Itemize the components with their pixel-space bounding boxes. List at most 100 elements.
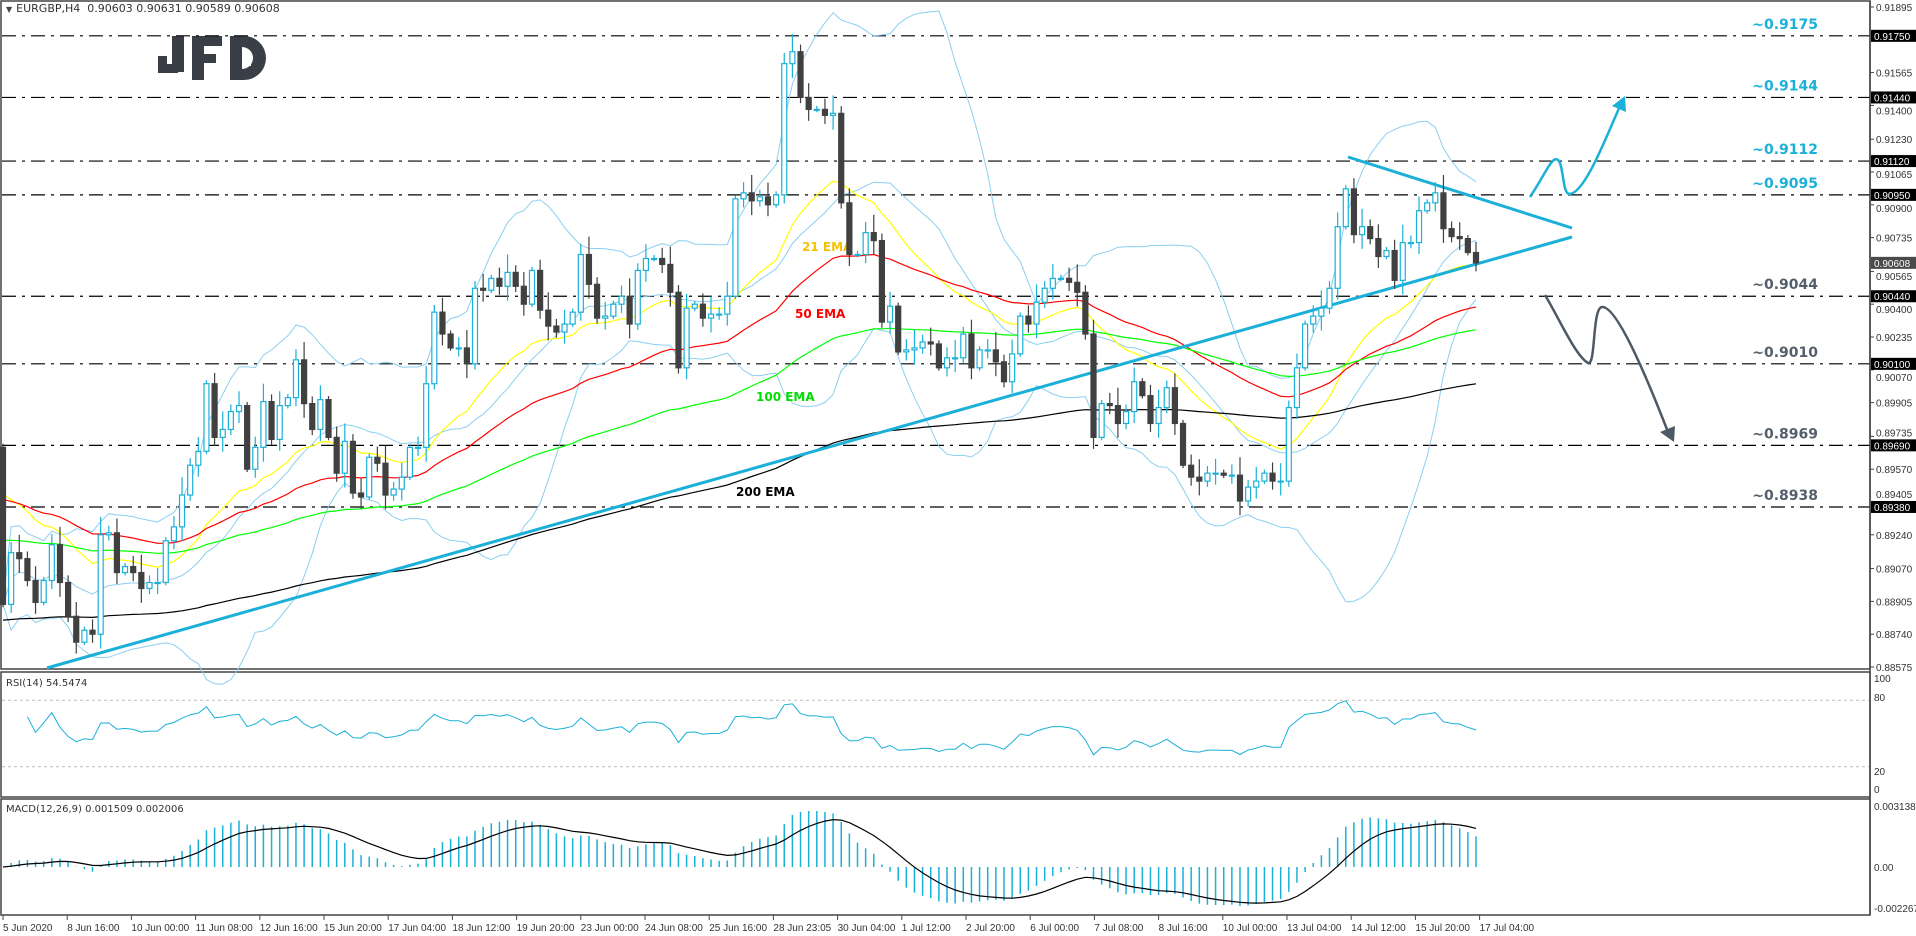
macd-pane-frame: [0, 798, 1871, 916]
time-axis-label: 17 Jul 04:00: [1480, 923, 1535, 934]
candle-bullish: [187, 464, 194, 496]
candle-bullish: [1253, 480, 1260, 488]
candle-bearish: [764, 196, 772, 206]
candle-bullish: [960, 333, 967, 359]
chart-header: ▼ EURGBP,H4 0.90603 0.90631 0.90589 0.906…: [6, 2, 280, 15]
candle-bullish: [471, 287, 479, 365]
candle-bearish: [73, 615, 80, 643]
macd-axis-tick: 0.00: [1874, 863, 1894, 874]
candle-bearish: [748, 192, 755, 202]
candle-bullish: [1049, 277, 1056, 289]
candle-bullish: [577, 253, 584, 313]
candle-bullish: [1277, 480, 1284, 483]
candle-bullish: [203, 383, 210, 452]
candle-bullish: [292, 359, 300, 399]
candle-bearish: [675, 291, 682, 369]
candle-bullish: [341, 440, 348, 474]
candle-bearish: [1472, 251, 1480, 264]
level-price-value: 0.90440: [1874, 292, 1911, 303]
candle-bearish: [309, 402, 316, 431]
candle-bearish: [113, 532, 121, 574]
time-axis-label: 10 Jun 00:00: [131, 923, 189, 934]
arrowhead-up-icon: [1612, 96, 1626, 112]
candle-bullish: [1334, 226, 1341, 289]
time-axis-label: 8 Jul 16:00: [1159, 923, 1208, 934]
candle-bearish: [699, 303, 706, 319]
price-axis-tick: 0.90400: [1876, 305, 1913, 316]
candle-bullish: [773, 194, 780, 206]
candle-bearish: [1171, 387, 1178, 425]
candle-bearish: [1139, 381, 1146, 397]
price-axis-tick: 0.90900: [1876, 204, 1913, 215]
candle-bullish: [1301, 323, 1309, 369]
macd-signal-line: [2, 818, 1477, 904]
ema-100-line: [2, 327, 1477, 554]
descending-trendline: [1347, 155, 1573, 230]
rsi-pane-frame: [0, 671, 1871, 798]
jfd-logo: [158, 36, 266, 80]
candle-bullish: [602, 315, 609, 319]
bollinger-lower: [2, 298, 1477, 685]
candle-bearish: [301, 359, 308, 405]
candle-bullish: [683, 307, 690, 369]
time-axis-label: 15 Jul 20:00: [1415, 923, 1470, 934]
candle-bullish: [561, 323, 568, 333]
candle-bullish: [1033, 301, 1040, 325]
level-price-value: 0.90950: [1874, 191, 1911, 202]
candle-bearish: [349, 440, 357, 494]
rsi-line: [26, 700, 1477, 756]
candle-bullish: [813, 108, 820, 111]
candle-bearish: [268, 401, 275, 440]
candle-bullish: [227, 410, 234, 431]
candle-bearish: [1188, 464, 1195, 478]
candle-bearish: [1464, 237, 1471, 254]
ohlc-readout: 0.90603 0.90631 0.90589 0.90608: [87, 2, 280, 15]
time-axis-label: 25 Jun 16:00: [709, 923, 767, 934]
level-price-value: 0.91750: [1874, 32, 1911, 43]
main-pane-frame: [0, 0, 1871, 670]
candle-bullish: [162, 540, 169, 584]
price-axis-tick: 0.88740: [1876, 630, 1913, 641]
candle-bullish: [943, 357, 951, 369]
candle-bearish: [1350, 188, 1358, 236]
candle-bullish: [1212, 472, 1219, 475]
pane-frames: [0, 0, 1871, 916]
candle-bullish: [610, 303, 617, 317]
candle-bearish: [1448, 228, 1455, 238]
candle-bullish: [1407, 241, 1414, 245]
ema-50-label: 50 EMA: [795, 307, 846, 321]
level-price-value: 0.91440: [1874, 93, 1911, 104]
candle-bullish: [528, 269, 536, 305]
candles: [0, 33, 1480, 654]
candle-bullish: [170, 526, 178, 542]
candle-bearish: [545, 309, 552, 327]
level-price-value: 0.90100: [1874, 360, 1911, 371]
dropdown-triangle-icon[interactable]: ▼: [6, 5, 13, 14]
candle-bearish: [1440, 192, 1447, 230]
candle-bullish: [219, 428, 226, 438]
candle-bearish: [496, 277, 503, 287]
candle-bearish: [1367, 226, 1374, 240]
candle-bullish: [317, 399, 324, 431]
time-axis-label: 17 Jun 04:00: [388, 923, 446, 934]
candle-bearish: [1179, 422, 1187, 466]
candle-bullish: [276, 404, 283, 440]
bullish-scenario-arrow: [1528, 105, 1622, 198]
trendlines[interactable]: [46, 155, 1573, 670]
candle-bearish: [439, 311, 446, 335]
time-axis-label: 30 Jun 04:00: [838, 923, 896, 934]
candle-bullish: [431, 311, 438, 385]
candle-bullish: [252, 446, 259, 470]
time-axis-label: 5 Jun 2020: [3, 923, 53, 934]
level-price-box: [1871, 188, 1916, 201]
price-axis-tick: 0.88575: [1876, 663, 1913, 674]
candle-bullish: [1415, 210, 1423, 244]
candle-bullish: [414, 446, 422, 449]
candle-bullish: [976, 349, 983, 369]
candle-bullish: [390, 488, 397, 496]
level-label: ~0.8969: [1752, 426, 1818, 442]
time-axis-label: 7 Jul 08:00: [1094, 923, 1143, 934]
candle-bearish: [992, 349, 999, 363]
